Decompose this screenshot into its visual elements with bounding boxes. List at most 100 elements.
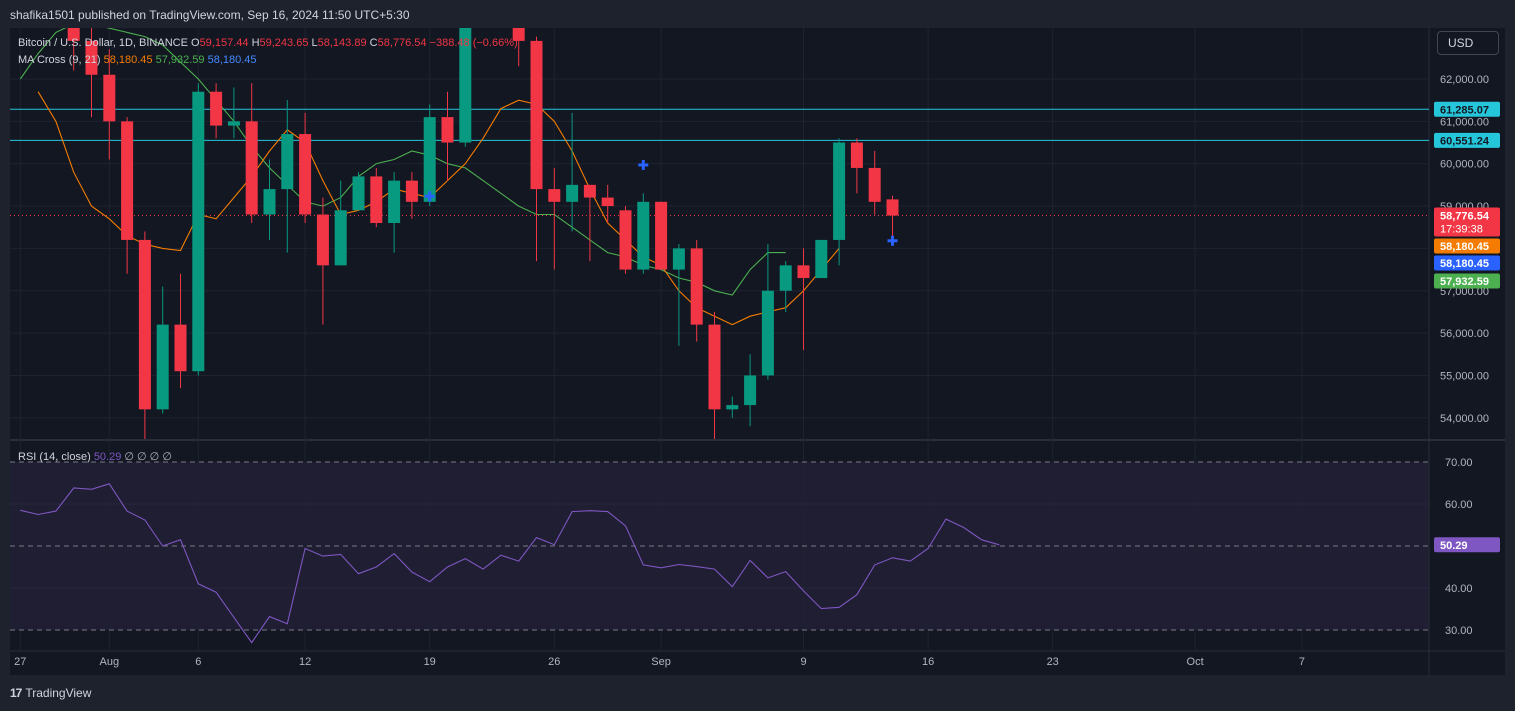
ma-price-tag: 57,932.59 bbox=[1434, 273, 1500, 289]
candle-body bbox=[886, 199, 899, 216]
candle-body bbox=[548, 189, 561, 202]
rsi-tick-label: 30.00 bbox=[1445, 625, 1473, 637]
ma-price-tag-bg bbox=[1434, 255, 1500, 271]
currency-button[interactable]: USD bbox=[1437, 31, 1499, 55]
ma-price-tag-text: 58,180.45 bbox=[1440, 258, 1489, 270]
rsi-value-tag-text: 50.29 bbox=[1440, 540, 1468, 552]
candle-body bbox=[352, 176, 365, 211]
rsi-value-tag-bg bbox=[1434, 537, 1500, 553]
candle-body bbox=[655, 201, 668, 270]
time-tick-label: Sep bbox=[651, 656, 671, 668]
candle-body bbox=[245, 121, 258, 215]
rsi-line bbox=[20, 483, 1000, 644]
candle-body bbox=[156, 324, 169, 410]
ma-price-tag-text: 57,932.59 bbox=[1440, 276, 1489, 288]
candle-body bbox=[85, 40, 98, 75]
candle-body bbox=[299, 134, 312, 215]
candle-body bbox=[601, 197, 614, 207]
candle-body bbox=[850, 142, 863, 168]
ma-price-tag-text: 58,180.45 bbox=[1440, 241, 1489, 253]
candle-body bbox=[174, 324, 187, 372]
ma-legend: MA Cross (9, 21) 58,180.45 57,932.59 58,… bbox=[18, 54, 257, 66]
time-tick-label: Aug bbox=[100, 656, 120, 668]
time-tick-label: 7 bbox=[1299, 656, 1305, 668]
price-tick-label: 62,000.00 bbox=[1440, 74, 1489, 86]
candle-body bbox=[441, 117, 454, 143]
candle-body bbox=[103, 74, 116, 122]
candle-body bbox=[833, 142, 846, 240]
high-label: H bbox=[252, 37, 260, 49]
candle-body bbox=[192, 91, 205, 372]
time-tick-label: 19 bbox=[424, 656, 436, 668]
ma-cross-value: 58,180.45 bbox=[208, 54, 257, 66]
rsi-tick-label: 40.00 bbox=[1445, 583, 1473, 595]
level-price-tag-bg bbox=[1434, 101, 1500, 117]
symbol-title: Bitcoin / U.S. Dollar, 1D, BINANCE bbox=[18, 37, 191, 49]
ma-cross-marker bbox=[638, 159, 649, 170]
main-pane bbox=[10, 28, 1429, 439]
open-label: O bbox=[191, 37, 200, 49]
tradingview-brand: 17 TradingView bbox=[10, 686, 91, 700]
ma-price-tag-bg bbox=[1434, 238, 1500, 254]
candle-body bbox=[388, 180, 401, 223]
candle-body bbox=[726, 405, 739, 410]
time-tick-label: 9 bbox=[800, 656, 806, 668]
level-price-tag-text: 61,285.07 bbox=[1440, 104, 1489, 116]
candle-body bbox=[530, 40, 543, 190]
level-price-tag: 60,551.24 bbox=[1434, 132, 1500, 148]
open-value: 59,157.44 bbox=[200, 37, 252, 49]
publish-bar: shafika1501 published on TradingView.com… bbox=[0, 0, 1515, 28]
candle-body bbox=[263, 189, 276, 215]
time-tick-label: 23 bbox=[1047, 656, 1059, 668]
close-label: C bbox=[370, 37, 378, 49]
candle-body bbox=[761, 290, 774, 376]
ma-price-tag: 58,180.45 bbox=[1434, 238, 1500, 254]
ma-fast-value: 58,180.45 bbox=[104, 54, 156, 66]
main-legend: Bitcoin / U.S. Dollar, 1D, BINANCE O59,1… bbox=[18, 37, 518, 49]
level-price-tag-bg bbox=[1434, 132, 1500, 148]
candle-body bbox=[370, 176, 383, 223]
candle-body bbox=[459, 28, 472, 143]
candle-body bbox=[868, 167, 881, 202]
level-price-tag-text: 60,551.24 bbox=[1440, 135, 1490, 147]
price-tick-label: 56,000.00 bbox=[1440, 328, 1489, 340]
candle-body bbox=[405, 180, 418, 202]
time-tick-label: 27 bbox=[14, 656, 26, 668]
change-value: −388.48 (−0.66%) bbox=[430, 37, 518, 49]
price-tick-label: 55,000.00 bbox=[1440, 370, 1489, 382]
candle-body bbox=[672, 248, 685, 270]
last-price-value: 58,776.54 bbox=[1440, 211, 1490, 223]
ma-title: MA Cross (9, 21) bbox=[18, 54, 104, 66]
candle-body bbox=[334, 210, 347, 266]
candle-body bbox=[797, 265, 810, 279]
candle-body bbox=[138, 239, 151, 410]
candle-body bbox=[227, 121, 240, 126]
candle-body bbox=[637, 201, 650, 270]
ma-price-tag-bg bbox=[1434, 273, 1500, 289]
rsi-value: 50.29 bbox=[94, 451, 125, 463]
low-value: 58,143.89 bbox=[318, 37, 370, 49]
candle-body bbox=[281, 134, 294, 190]
low-label: L bbox=[312, 37, 318, 49]
candle-body bbox=[566, 184, 579, 202]
ma-cross-marker bbox=[887, 235, 898, 246]
candle-body bbox=[779, 265, 792, 291]
candle-body bbox=[690, 248, 703, 325]
price-tick-label: 57,000.00 bbox=[1440, 286, 1489, 298]
candles bbox=[67, 28, 899, 439]
price-tick-label: 54,000.00 bbox=[1440, 413, 1489, 425]
rsi-pane bbox=[10, 461, 1429, 644]
candle-body bbox=[121, 121, 134, 240]
candle-body bbox=[744, 375, 757, 406]
rsi-tick-label: 60.00 bbox=[1445, 499, 1473, 511]
candle-body bbox=[210, 91, 223, 126]
last-price-tag-bg bbox=[1434, 207, 1500, 237]
time-tick-label: Oct bbox=[1187, 656, 1204, 668]
tradingview-logo-icon: 17 bbox=[10, 686, 22, 700]
time-tick-label: 16 bbox=[922, 656, 934, 668]
candle-body bbox=[619, 210, 632, 270]
candle-body bbox=[708, 324, 721, 410]
time-tick-label: 12 bbox=[299, 656, 311, 668]
tradingview-wordmark: TradingView bbox=[25, 686, 92, 700]
